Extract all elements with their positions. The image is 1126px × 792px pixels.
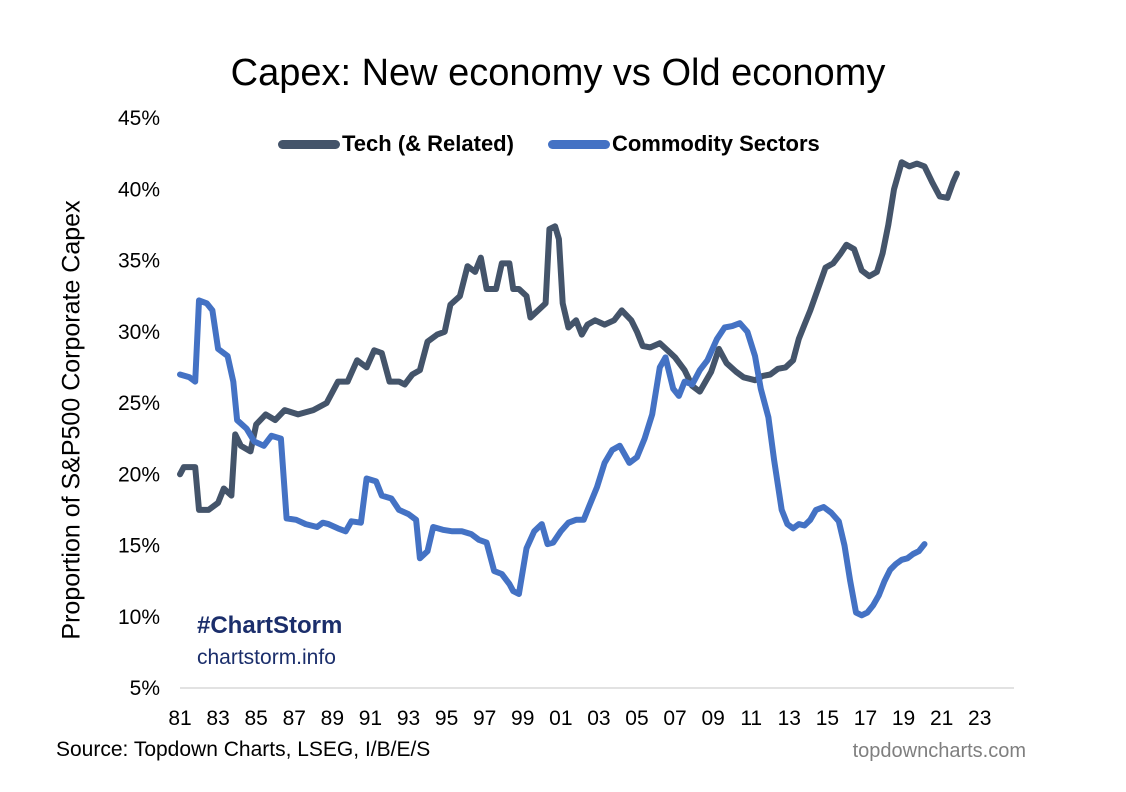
x-tick-label: 91 bbox=[359, 707, 382, 730]
x-tick-label: 13 bbox=[778, 707, 801, 730]
x-tick-label: 95 bbox=[435, 707, 458, 730]
x-tick-label: 17 bbox=[854, 707, 877, 730]
x-tick-label: 89 bbox=[321, 707, 344, 730]
x-tick-label: 01 bbox=[549, 707, 572, 730]
x-tick-label: 03 bbox=[587, 707, 610, 730]
x-axis: 81 83 85 87 89 91 93 95 97 99 01 03 05 07 09 11 13 15 17 19… bbox=[168, 687, 1014, 730]
series-line-commodity bbox=[177, 297, 928, 619]
series-line-tech bbox=[177, 159, 960, 513]
y-tick-label: 20% bbox=[118, 463, 160, 486]
x-tick-label: 15 bbox=[816, 707, 839, 730]
legend-item-tech: Tech (& Related) bbox=[278, 131, 514, 157]
y-tick-label: 5% bbox=[130, 677, 160, 700]
legend: Tech (& Related) Commodity Sectors bbox=[278, 131, 854, 157]
brand-site: chartstorm.info bbox=[197, 646, 336, 669]
legend-swatch-tech bbox=[278, 139, 340, 149]
y-tick-label: 10% bbox=[118, 606, 160, 629]
x-tick-label: 11 bbox=[740, 707, 762, 730]
y-tick-label: 45% bbox=[118, 107, 160, 130]
x-tick-label: 05 bbox=[625, 707, 648, 730]
x-tick-label: 21 bbox=[930, 707, 953, 730]
y-tick-label: 40% bbox=[118, 178, 160, 201]
x-tick-label: 85 bbox=[244, 707, 267, 730]
x-tick-label: 09 bbox=[701, 707, 724, 730]
x-tick-label: 83 bbox=[206, 707, 229, 730]
x-tick-label: 81 bbox=[168, 707, 191, 730]
x-tick-label: 23 bbox=[968, 707, 991, 730]
legend-label-commodity: Commodity Sectors bbox=[611, 131, 820, 156]
y-tick-label: 15% bbox=[118, 535, 160, 558]
chart-title: Capex: New economy vs Old economy bbox=[230, 52, 886, 94]
x-tick-label: 87 bbox=[283, 707, 306, 730]
series-lines bbox=[177, 159, 960, 619]
y-tick-label: 30% bbox=[118, 321, 160, 344]
y-axis-ticks: 5% 10% 15% 20% 25% 30% 35% 40% 45% bbox=[118, 107, 160, 700]
x-tick-label: 99 bbox=[511, 707, 534, 730]
x-tick-label: 07 bbox=[663, 707, 686, 730]
y-tick-label: 25% bbox=[118, 392, 160, 415]
legend-label-tech: Tech (& Related) bbox=[342, 131, 514, 156]
legend-swatch-commodity bbox=[547, 139, 610, 149]
x-tick-label: 93 bbox=[397, 707, 420, 730]
x-tick-label: 97 bbox=[473, 707, 496, 730]
credit-note: topdowncharts.com bbox=[852, 740, 1026, 762]
y-tick-label: 35% bbox=[118, 250, 160, 273]
source-note: Source: Topdown Charts, LSEG, I/B/E/S bbox=[56, 738, 431, 761]
x-tick-label: 19 bbox=[892, 707, 915, 730]
brand-hashtag: #ChartStorm bbox=[197, 612, 343, 639]
legend-item-commodity: Commodity Sectors bbox=[547, 131, 820, 157]
branding: #ChartStorm chartstorm.info bbox=[197, 612, 342, 670]
